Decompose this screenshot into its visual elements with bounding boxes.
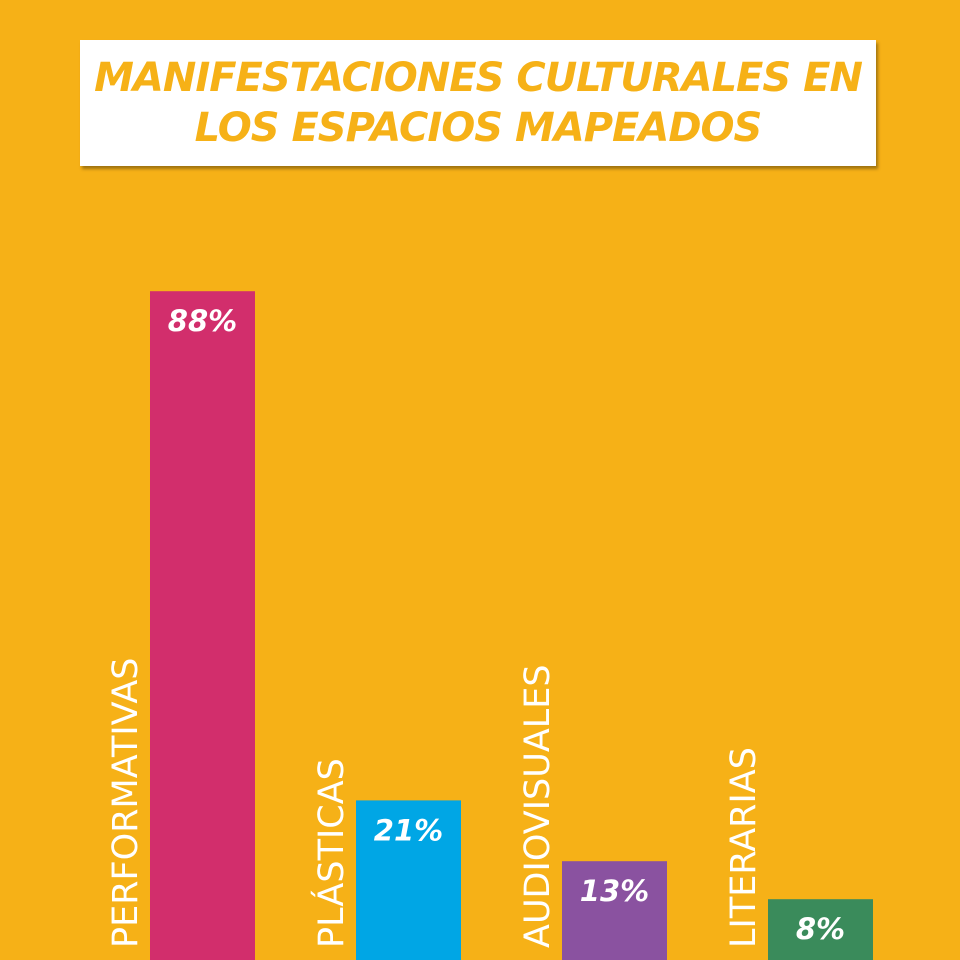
value-label-plásticas: 21%: [374, 813, 443, 847]
chart-title-line-2: LOS ESPACIOS MAPEADOS: [194, 105, 763, 151]
title-box: MANIFESTACIONES CULTURALES EN LOS ESPACI…: [80, 40, 876, 166]
category-label-audiovisuales: AUDIOVISUALES: [518, 664, 558, 948]
category-label-literarias: LITERARIAS: [724, 747, 764, 948]
category-label-plásticas: PLÁSTICAS: [310, 758, 352, 948]
bar-literarias: [768, 899, 873, 960]
bar-performativas: [150, 291, 255, 960]
bar-audiovisuales: [562, 861, 667, 960]
chart-title-line-1: MANIFESTACIONES CULTURALES EN: [94, 55, 863, 101]
category-label-performativas: PERFORMATIVAS: [106, 657, 146, 948]
value-label-audiovisuales: 13%: [580, 874, 649, 908]
bar-plásticas: [356, 800, 461, 960]
value-label-performativas: 88%: [168, 304, 237, 338]
value-label-literarias: 8%: [796, 912, 845, 946]
